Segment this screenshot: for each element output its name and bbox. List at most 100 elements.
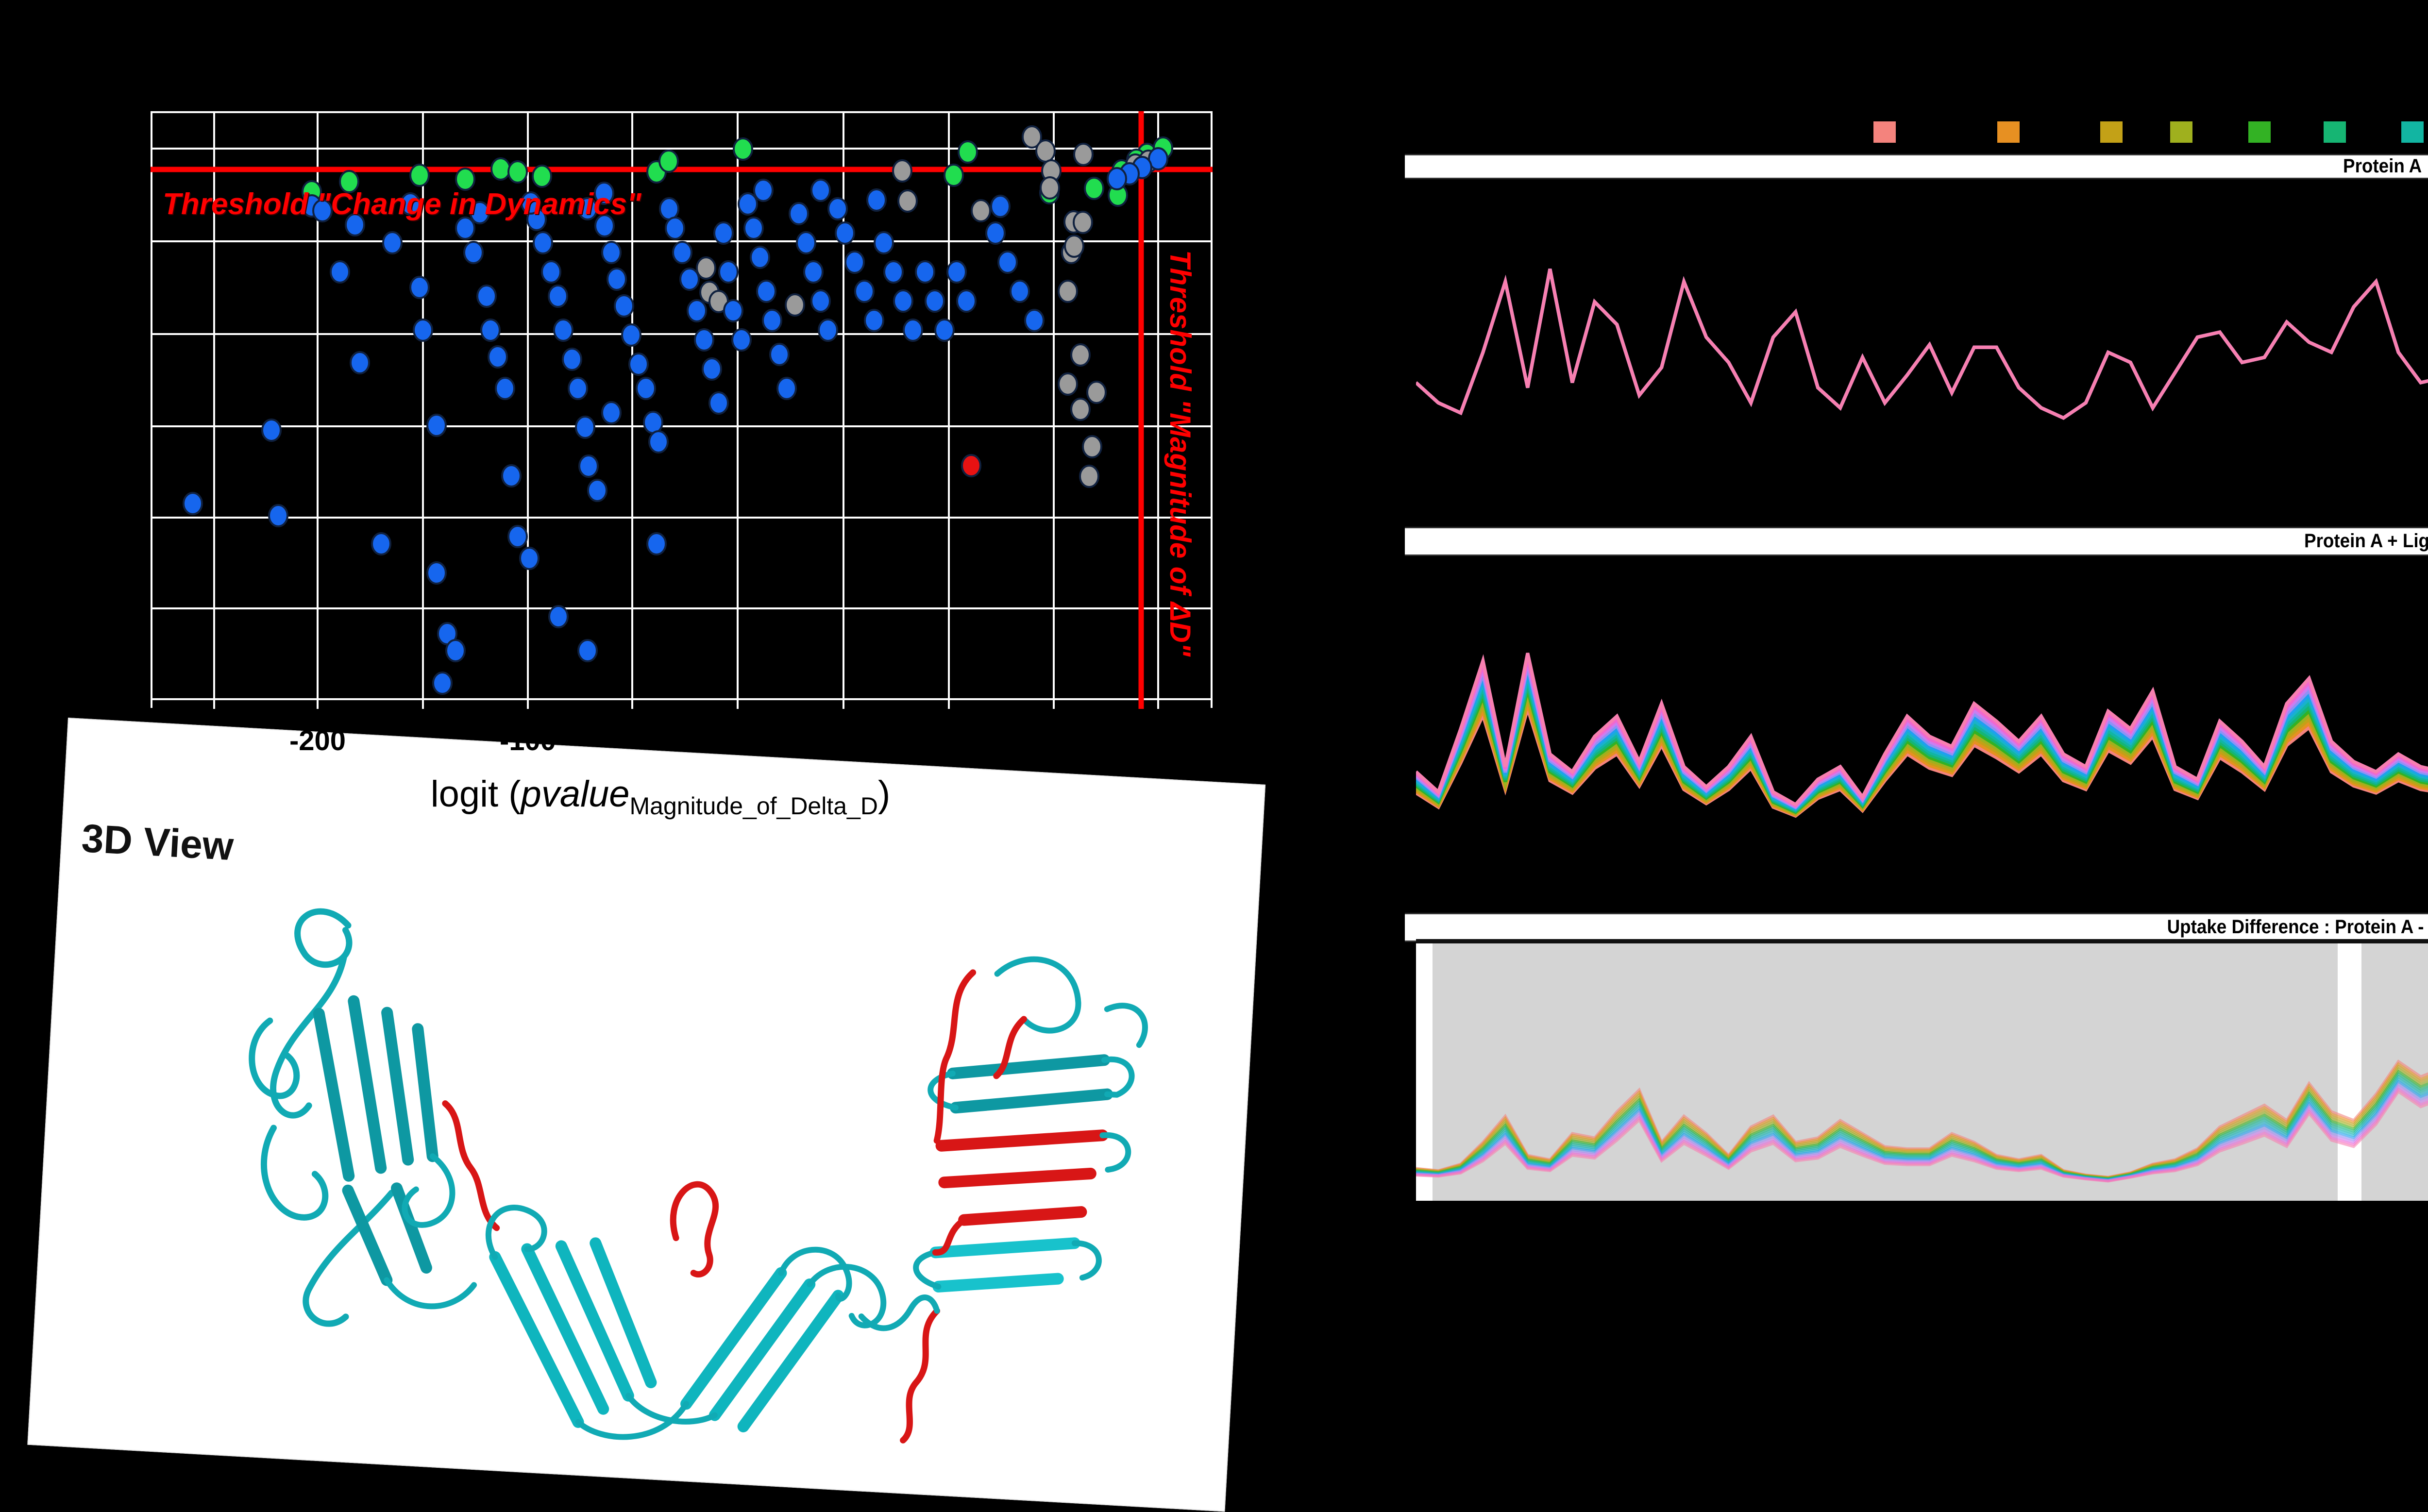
scatter-point: [934, 319, 955, 342]
volcano-scatter-canvas: [151, 111, 1213, 709]
scatter-point: [702, 357, 722, 381]
scatter-point: [985, 221, 1006, 245]
series-line-4: [1416, 269, 2428, 420]
scatter-point: [956, 289, 977, 313]
scatter-point: [1024, 309, 1045, 332]
scatter-point: [575, 416, 595, 439]
scatter-point: [818, 319, 838, 342]
scatter-point: [621, 323, 641, 347]
series-line-1: [1416, 269, 2428, 420]
scatter-point: [810, 289, 831, 313]
scatter-point: [507, 525, 528, 548]
scatter-point: [183, 492, 203, 515]
chart3-titlebar: Uptake Difference : Protein A - (Protein…: [1405, 913, 2428, 942]
app-canvas: 3D View: [27, 111, 2428, 1512]
scatter-point: [495, 377, 515, 400]
scatter-point: [713, 221, 734, 245]
chart2-uptake-protein-a-ligand: [1416, 653, 2428, 818]
series-line-6: [1416, 269, 2428, 420]
scatter-point: [925, 289, 945, 313]
scatter-point: [445, 639, 466, 662]
scatter-point: [785, 293, 805, 317]
scatter-point: [532, 165, 552, 188]
scatter-point: [1086, 381, 1107, 404]
legend-swatch-5: [2248, 121, 2271, 143]
scatter-point: [665, 217, 685, 240]
chart1-title: Protein A: [2343, 155, 2422, 177]
threshold-magnitude-label: Threshold "Magnitude of ΔD": [1164, 250, 1197, 657]
scatter-point: [463, 241, 484, 264]
scatter-point: [776, 377, 797, 400]
scatter-point: [648, 430, 669, 454]
scatter-point: [488, 345, 508, 369]
series-line-11: [1416, 269, 2428, 420]
scatter-point: [476, 285, 497, 308]
scatter-point: [577, 639, 598, 662]
scatter-point: [594, 182, 614, 205]
scatter-point: [413, 319, 433, 342]
scatter-point: [687, 299, 707, 322]
scatter-point: [643, 411, 663, 434]
scatter-point: [577, 197, 598, 220]
scatter-point: [501, 464, 522, 487]
scatter-point: [426, 561, 447, 585]
scatter-point: [1107, 167, 1127, 190]
scatter-point: [844, 251, 865, 274]
scatter-point: [971, 199, 991, 222]
series-line-13: [1416, 269, 2428, 420]
scatter-point: [426, 414, 447, 437]
scatter-point: [789, 202, 809, 225]
scatter-point: [897, 189, 918, 213]
scatter-point: [659, 197, 679, 220]
scatter-point: [578, 454, 599, 478]
scatter-point: [1058, 372, 1078, 396]
volcano-plot: [151, 111, 1213, 709]
chart3-uptake-difference: [1416, 1059, 2428, 1183]
scatter-point: [1022, 125, 1042, 149]
scatter-point: [997, 251, 1018, 274]
scatter-point: [594, 214, 615, 237]
series-line-12: [1416, 269, 2428, 420]
scatter-point: [1073, 211, 1093, 234]
3d-view-title: 3D View: [80, 816, 235, 869]
scatter-point: [723, 299, 743, 322]
scatter-point: [883, 260, 904, 284]
scatter-point: [672, 241, 692, 264]
scatter-point: [803, 260, 824, 284]
scatter-point: [958, 140, 978, 164]
scatter-point: [1082, 435, 1102, 458]
scatter-point: [731, 328, 752, 352]
scatter-point: [743, 217, 764, 240]
scatter-point: [480, 319, 501, 342]
series-line-3: [1416, 269, 2428, 420]
scatter-point: [1070, 343, 1091, 367]
scatter-point: [553, 319, 573, 342]
scatter-point: [455, 217, 475, 240]
scatter-point: [1148, 147, 1168, 170]
scatter-point: [810, 179, 831, 202]
legend-swatch-6: [2324, 121, 2346, 143]
scatter-point: [507, 160, 528, 184]
scatter-point: [261, 419, 282, 442]
3d-view-panel[interactable]: 3D View: [27, 718, 1266, 1512]
scatter-point: [371, 532, 391, 555]
scatter-point: [696, 256, 716, 280]
scatter-point: [568, 377, 588, 400]
scatter-point: [990, 195, 1011, 218]
protein-ribbon[interactable]: [174, 871, 1199, 1484]
scatter-point: [646, 532, 667, 555]
no-coverage-gap: [1416, 943, 1433, 1201]
scatter-point: [1084, 177, 1104, 200]
scatter-point: [562, 348, 582, 371]
scatter-point: [1064, 235, 1084, 258]
series-line-2: [1416, 269, 2428, 420]
scatter-point: [1073, 143, 1094, 166]
scatter-point: [708, 391, 729, 415]
series-line-5: [1416, 269, 2428, 420]
scatter-point: [312, 199, 333, 222]
chart1-uptake-protein-a: [1416, 269, 2428, 420]
scatter-point: [944, 164, 964, 187]
scatter-point: [827, 197, 848, 220]
scatter-point: [548, 605, 569, 628]
scatter-point: [533, 231, 553, 254]
